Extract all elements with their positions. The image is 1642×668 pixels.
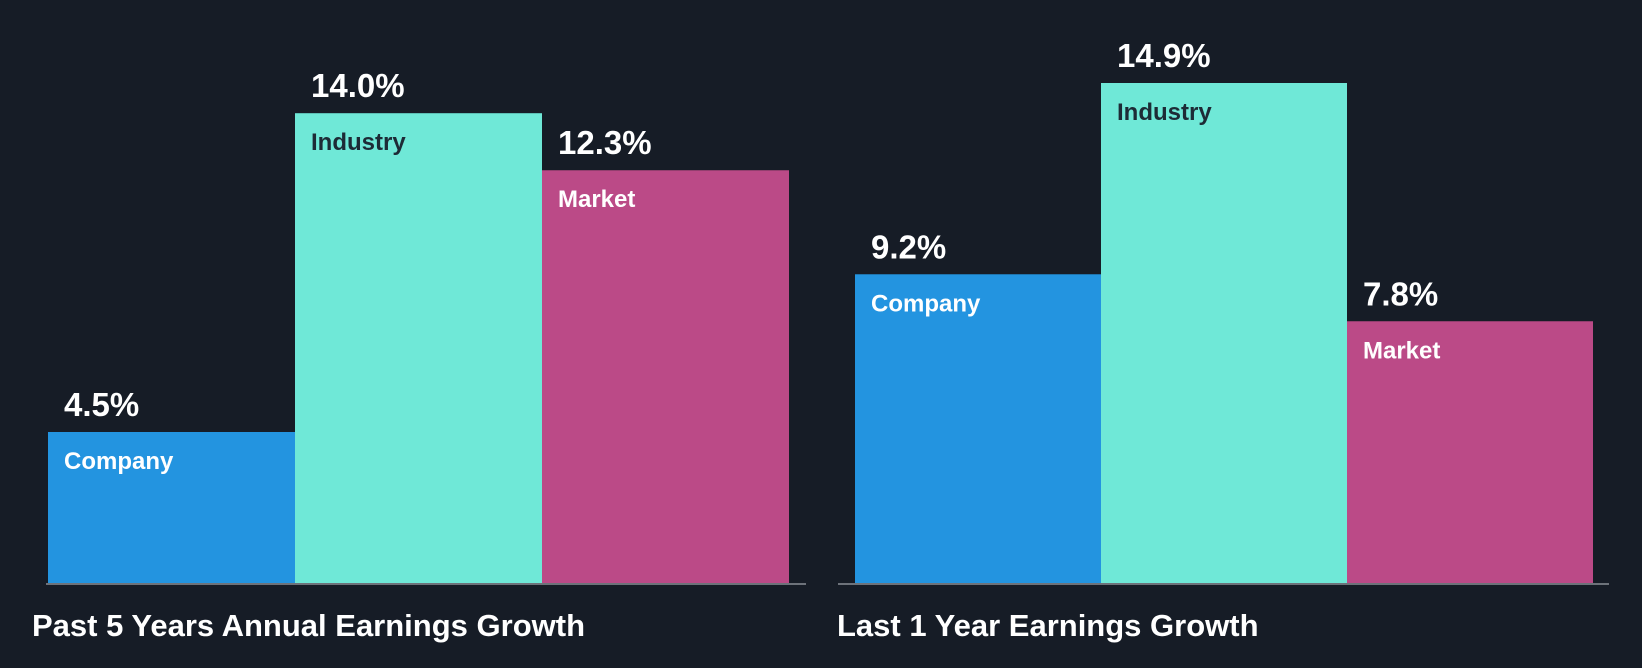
category-label-industry: Industry: [1117, 99, 1212, 126]
value-label-market: 12.3%: [558, 124, 652, 161]
value-label-company: 4.5%: [64, 386, 139, 423]
bar-market: [1347, 321, 1593, 583]
chart-panel-1: 4.5% Company 14.0% Industry 12.3% Market Past …: [32, 67, 806, 643]
bar-market: [542, 170, 789, 583]
chart-panel-2: 9.2% Company 14.9% Industry 7.8% Market Last 1…: [837, 37, 1609, 643]
category-label-company: Company: [871, 290, 981, 317]
value-label-industry: 14.9%: [1117, 37, 1211, 74]
chart-title: Last 1 Year Earnings Growth: [837, 608, 1259, 643]
bar-industry: [1101, 83, 1347, 583]
value-label-company: 9.2%: [871, 228, 946, 265]
value-label-market: 7.8%: [1363, 275, 1438, 312]
category-label-market: Market: [558, 186, 635, 213]
category-label-market: Market: [1363, 337, 1440, 364]
bar-company: [855, 274, 1101, 583]
bar-company: [48, 431, 295, 583]
value-label-industry: 14.0%: [311, 67, 405, 104]
bar-industry: [295, 113, 542, 583]
category-label-industry: Industry: [311, 129, 406, 156]
chart-title: Past 5 Years Annual Earnings Growth: [32, 608, 585, 643]
category-label-company: Company: [64, 448, 174, 475]
